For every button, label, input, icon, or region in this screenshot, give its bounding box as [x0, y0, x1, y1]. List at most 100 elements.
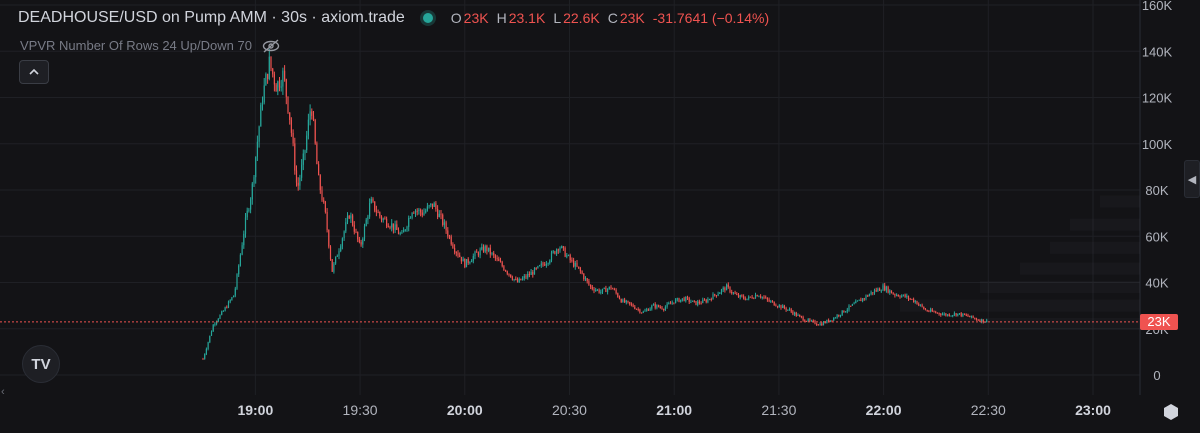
candle-down: [610, 286, 612, 289]
volume-profile-bar: [1100, 195, 1140, 208]
candle-up: [930, 309, 932, 312]
time-axis[interactable]: 19:00 19:30 20:00 20:30 21:00 21:30 22:00 22:30…: [237, 402, 1111, 418]
candle-down: [387, 226, 389, 228]
candle-up: [484, 245, 486, 252]
candle-up: [649, 308, 651, 311]
candle-up: [537, 266, 539, 269]
vpvr-indicator-label[interactable]: VPVR Number Of Rows 24 Up/Down 70: [20, 38, 280, 53]
price-tick-label: 40K: [1145, 276, 1168, 291]
candle-down: [437, 208, 439, 218]
gear-icon: [1164, 404, 1178, 420]
candle-down: [272, 68, 274, 75]
candle-down: [384, 218, 386, 220]
candle-up: [268, 56, 270, 79]
candle-down: [816, 323, 818, 325]
candle-down: [452, 244, 454, 248]
candle-down: [727, 284, 729, 287]
candle-down: [440, 213, 442, 215]
eye-off-icon[interactable]: [262, 38, 280, 53]
price-axis[interactable]: 020K40K60K80K100K120K140K160K: [1142, 0, 1173, 383]
candle-down: [358, 239, 360, 243]
candle-up: [438, 213, 440, 218]
candle-down: [792, 311, 794, 315]
candle-down: [421, 212, 423, 216]
candle-up: [889, 290, 891, 293]
tradingview-logo[interactable]: TV: [22, 345, 60, 383]
candle-up: [957, 313, 959, 316]
candle-down: [270, 56, 272, 69]
candle-down: [613, 288, 615, 290]
expand-right-panel-button[interactable]: ◀: [1184, 160, 1200, 198]
chart-settings-button[interactable]: [1160, 401, 1182, 423]
time-tick-label: 20:00: [447, 402, 483, 418]
candle-up: [833, 317, 835, 321]
candle-down: [505, 270, 507, 272]
candle-down: [352, 215, 354, 226]
candle-up: [238, 265, 240, 275]
candle-down: [511, 277, 513, 280]
candle-up: [545, 263, 547, 266]
candle-up: [399, 233, 401, 235]
candle-up: [644, 310, 646, 312]
collapse-legend-button[interactable]: [19, 60, 49, 84]
candle-down: [278, 81, 281, 88]
candle-down: [940, 314, 942, 316]
market-status-dot[interactable]: [422, 13, 433, 23]
candle-up: [770, 301, 772, 303]
candle-down: [637, 309, 639, 311]
time-tick-label: 19:30: [343, 402, 378, 418]
candle-down: [768, 299, 770, 302]
candle-down: [377, 212, 379, 214]
candle-down: [736, 293, 738, 295]
candle-down: [323, 200, 325, 202]
candle-up: [676, 298, 678, 300]
candle-up: [726, 284, 728, 291]
candle-up: [217, 318, 219, 322]
candle-down: [493, 252, 495, 256]
candle-down: [824, 321, 826, 324]
candle-up: [865, 295, 867, 299]
candle-down: [916, 301, 918, 305]
candle-down: [967, 315, 969, 317]
price-tick-label: 100K: [1142, 137, 1173, 152]
candle-up: [428, 205, 430, 207]
scroll-left-handle[interactable]: ‹: [1, 386, 9, 404]
candle-up: [209, 335, 211, 343]
candle-down: [703, 299, 706, 301]
candle-down: [661, 307, 663, 310]
candle-down: [372, 198, 374, 202]
candle-up: [423, 212, 425, 216]
candle-up: [668, 303, 670, 305]
candle-up: [782, 305, 784, 309]
candle-down: [802, 317, 804, 321]
candle-down: [698, 301, 700, 304]
candle-down: [459, 255, 461, 257]
candle-up: [253, 177, 255, 184]
candle-down: [275, 84, 277, 92]
candle-up: [411, 212, 413, 218]
candle-up: [941, 314, 944, 316]
candle-down: [928, 311, 930, 313]
candle-up: [986, 320, 988, 322]
candle-up: [896, 295, 898, 297]
symbol-title[interactable]: DEADHOUSE/USD on Pump AMM · 30s · axiom.…: [18, 9, 405, 26]
candle-down: [795, 312, 797, 316]
candle-up: [523, 276, 525, 279]
candle-up: [906, 295, 908, 297]
candle-up: [680, 299, 682, 302]
candle-down: [476, 251, 478, 253]
ohlc-close: C 23K: [607, 10, 645, 26]
candle-up: [527, 273, 529, 278]
candle-down: [576, 262, 578, 267]
candle-down: [324, 201, 326, 212]
candle-down: [975, 318, 978, 320]
candle-down: [591, 286, 593, 290]
candle-up: [559, 247, 561, 251]
candle-down: [663, 309, 665, 311]
candle-up: [664, 306, 666, 310]
time-tick-label: 20:30: [552, 402, 587, 418]
candle-down: [397, 229, 400, 235]
candle-up: [914, 301, 916, 303]
candle-down: [705, 300, 707, 303]
